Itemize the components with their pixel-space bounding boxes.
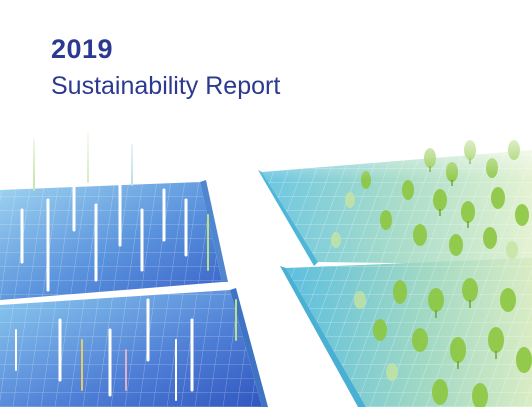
left-panel-lower — [0, 288, 268, 407]
left-panel-upper — [0, 180, 228, 300]
report-title: Sustainability Report — [51, 72, 281, 100]
report-year: 2019 — [51, 34, 114, 64]
title-block: 2019 Sustainability Report — [51, 34, 280, 101]
